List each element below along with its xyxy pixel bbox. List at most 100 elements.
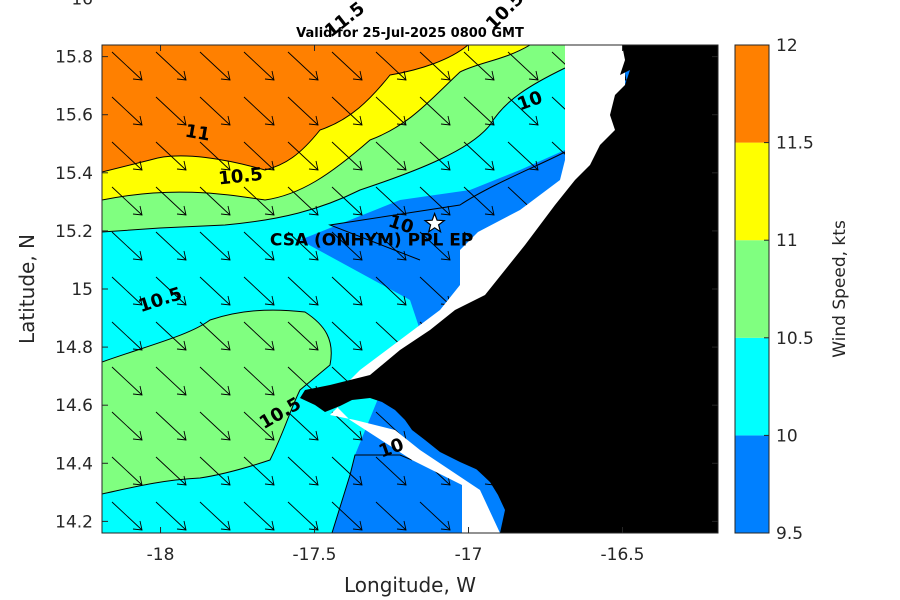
wind-band-11.5-12: [102, 45, 468, 172]
wind-arrow: [199, 321, 231, 351]
wind-arrow: [199, 96, 231, 126]
site-star-icon: [423, 211, 446, 234]
wind-arrow: [111, 231, 143, 261]
wind-arrow: [331, 501, 363, 531]
colorbar-tick-label: 11: [776, 231, 798, 251]
wind-arrow: [111, 96, 143, 126]
colorbar-label: Wind Speed, kts: [830, 220, 850, 358]
wind-arrow: [375, 456, 407, 486]
y-tick-label: 14.4: [55, 454, 93, 474]
wind-arrow: [287, 141, 319, 171]
colorbar: 9.5 10 10.5 11 11.5 12: [734, 36, 814, 544]
contour-label: 11: [183, 121, 211, 146]
wind-arrow: [155, 141, 187, 171]
colorbar-segment: [735, 45, 769, 143]
wind-arrow: [287, 501, 319, 531]
wind-arrow: [287, 276, 319, 306]
wind-arrow: [243, 501, 275, 531]
wind-arrow: [243, 51, 275, 81]
wind-arrow: [243, 321, 275, 351]
wind-arrow: [463, 51, 495, 81]
x-axis-label: Longitude, W: [344, 573, 476, 597]
y-tick-label: 15.8: [55, 48, 93, 68]
wind-arrow: [199, 366, 231, 396]
wind-arrow: [375, 186, 407, 216]
x-tick-label: -18: [147, 545, 175, 565]
wind-arrow: [331, 321, 363, 351]
wind-arrow: [199, 276, 231, 306]
wind-arrow: [331, 96, 363, 126]
wind-arrow: [375, 276, 407, 306]
wind-arrow: [287, 186, 319, 216]
x-tick-label: -17: [455, 545, 483, 565]
wind-arrow: [331, 141, 363, 171]
wind-arrow: [155, 96, 187, 126]
x-tick-label: -16.5: [601, 545, 645, 565]
ocean-white-strip: [330, 45, 625, 533]
wind-arrow: [375, 501, 407, 531]
wind-arrow: [155, 186, 187, 216]
wind-arrow: [419, 51, 451, 81]
colorbar-segment: [735, 240, 769, 338]
wind-arrow: [331, 186, 363, 216]
wind-arrow: [463, 141, 495, 171]
wind-arrow: [155, 366, 187, 396]
wind-arrow: [111, 456, 143, 486]
y-tick-label: 14.8: [55, 338, 93, 358]
y-axis: 14.2 14.4 14.6 14.8 15 15.2 15.4 15.6 15.8 16: [55, 0, 718, 532]
wind-arrow: [375, 51, 407, 81]
wind-arrow: [155, 51, 187, 81]
colorbar-tick-label: 11.5: [776, 134, 814, 154]
wind-arrow: [243, 186, 275, 216]
wind-arrow: [331, 411, 363, 441]
wind-arrow: [199, 141, 231, 171]
wind-arrow: [111, 366, 143, 396]
land-mass: [300, 45, 718, 533]
wind-arrow: [375, 141, 407, 171]
wind-arrow: [243, 96, 275, 126]
colorbar-segment: [735, 337, 769, 436]
wind-arrow: [507, 96, 539, 126]
wind-band-9.5-10-coast: [300, 150, 565, 330]
wind-arrow: [199, 456, 231, 486]
colorbar-frame: [734, 44, 770, 534]
wind-arrow: [331, 231, 363, 261]
wind-arrow: [419, 186, 451, 216]
wind-arrow: [155, 411, 187, 441]
site-label: CSA (ONHYM) PPL EP: [270, 231, 473, 251]
wind-arrow: [507, 141, 539, 171]
wind-arrow: [419, 141, 451, 171]
y-tick-label: 14.2: [55, 512, 93, 532]
colorbar-tick-label: 10: [776, 426, 798, 446]
wind-arrow: [111, 501, 143, 531]
wind-arrow: [419, 231, 451, 261]
wind-arrow: [243, 456, 275, 486]
wind-arrow: [463, 186, 495, 216]
wind-arrow: [287, 51, 319, 81]
wind-arrow: [287, 321, 319, 351]
wind-arrow: [199, 186, 231, 216]
wind-arrow: [111, 141, 143, 171]
contour-lines: [102, 45, 566, 533]
wind-arrow: [463, 96, 495, 126]
wind-arrow: [111, 186, 143, 216]
wind-arrow: [243, 231, 275, 261]
wind-arrow: [243, 141, 275, 171]
y-tick-label: 14.6: [55, 396, 93, 416]
wind-arrow: [199, 51, 231, 81]
wind-arrow: [155, 501, 187, 531]
wind-arrow: [111, 321, 143, 351]
wind-arrow: [331, 276, 363, 306]
x-tick-label: -17.5: [293, 545, 337, 565]
chart-title: Valid for 25-Jul-2025 0800 GMT: [296, 26, 524, 41]
colorbar-tick-label: 12: [776, 36, 798, 56]
colorbar-tick-label: 9.5: [776, 524, 803, 544]
wind-arrow: [155, 456, 187, 486]
wind-band-10.5-11-south: [102, 310, 332, 494]
wind-arrow: [507, 51, 539, 81]
wind-arrow: [111, 51, 143, 81]
wind-arrow: [287, 411, 319, 441]
wind-arrow: [419, 96, 451, 126]
wind-arrow: [199, 231, 231, 261]
